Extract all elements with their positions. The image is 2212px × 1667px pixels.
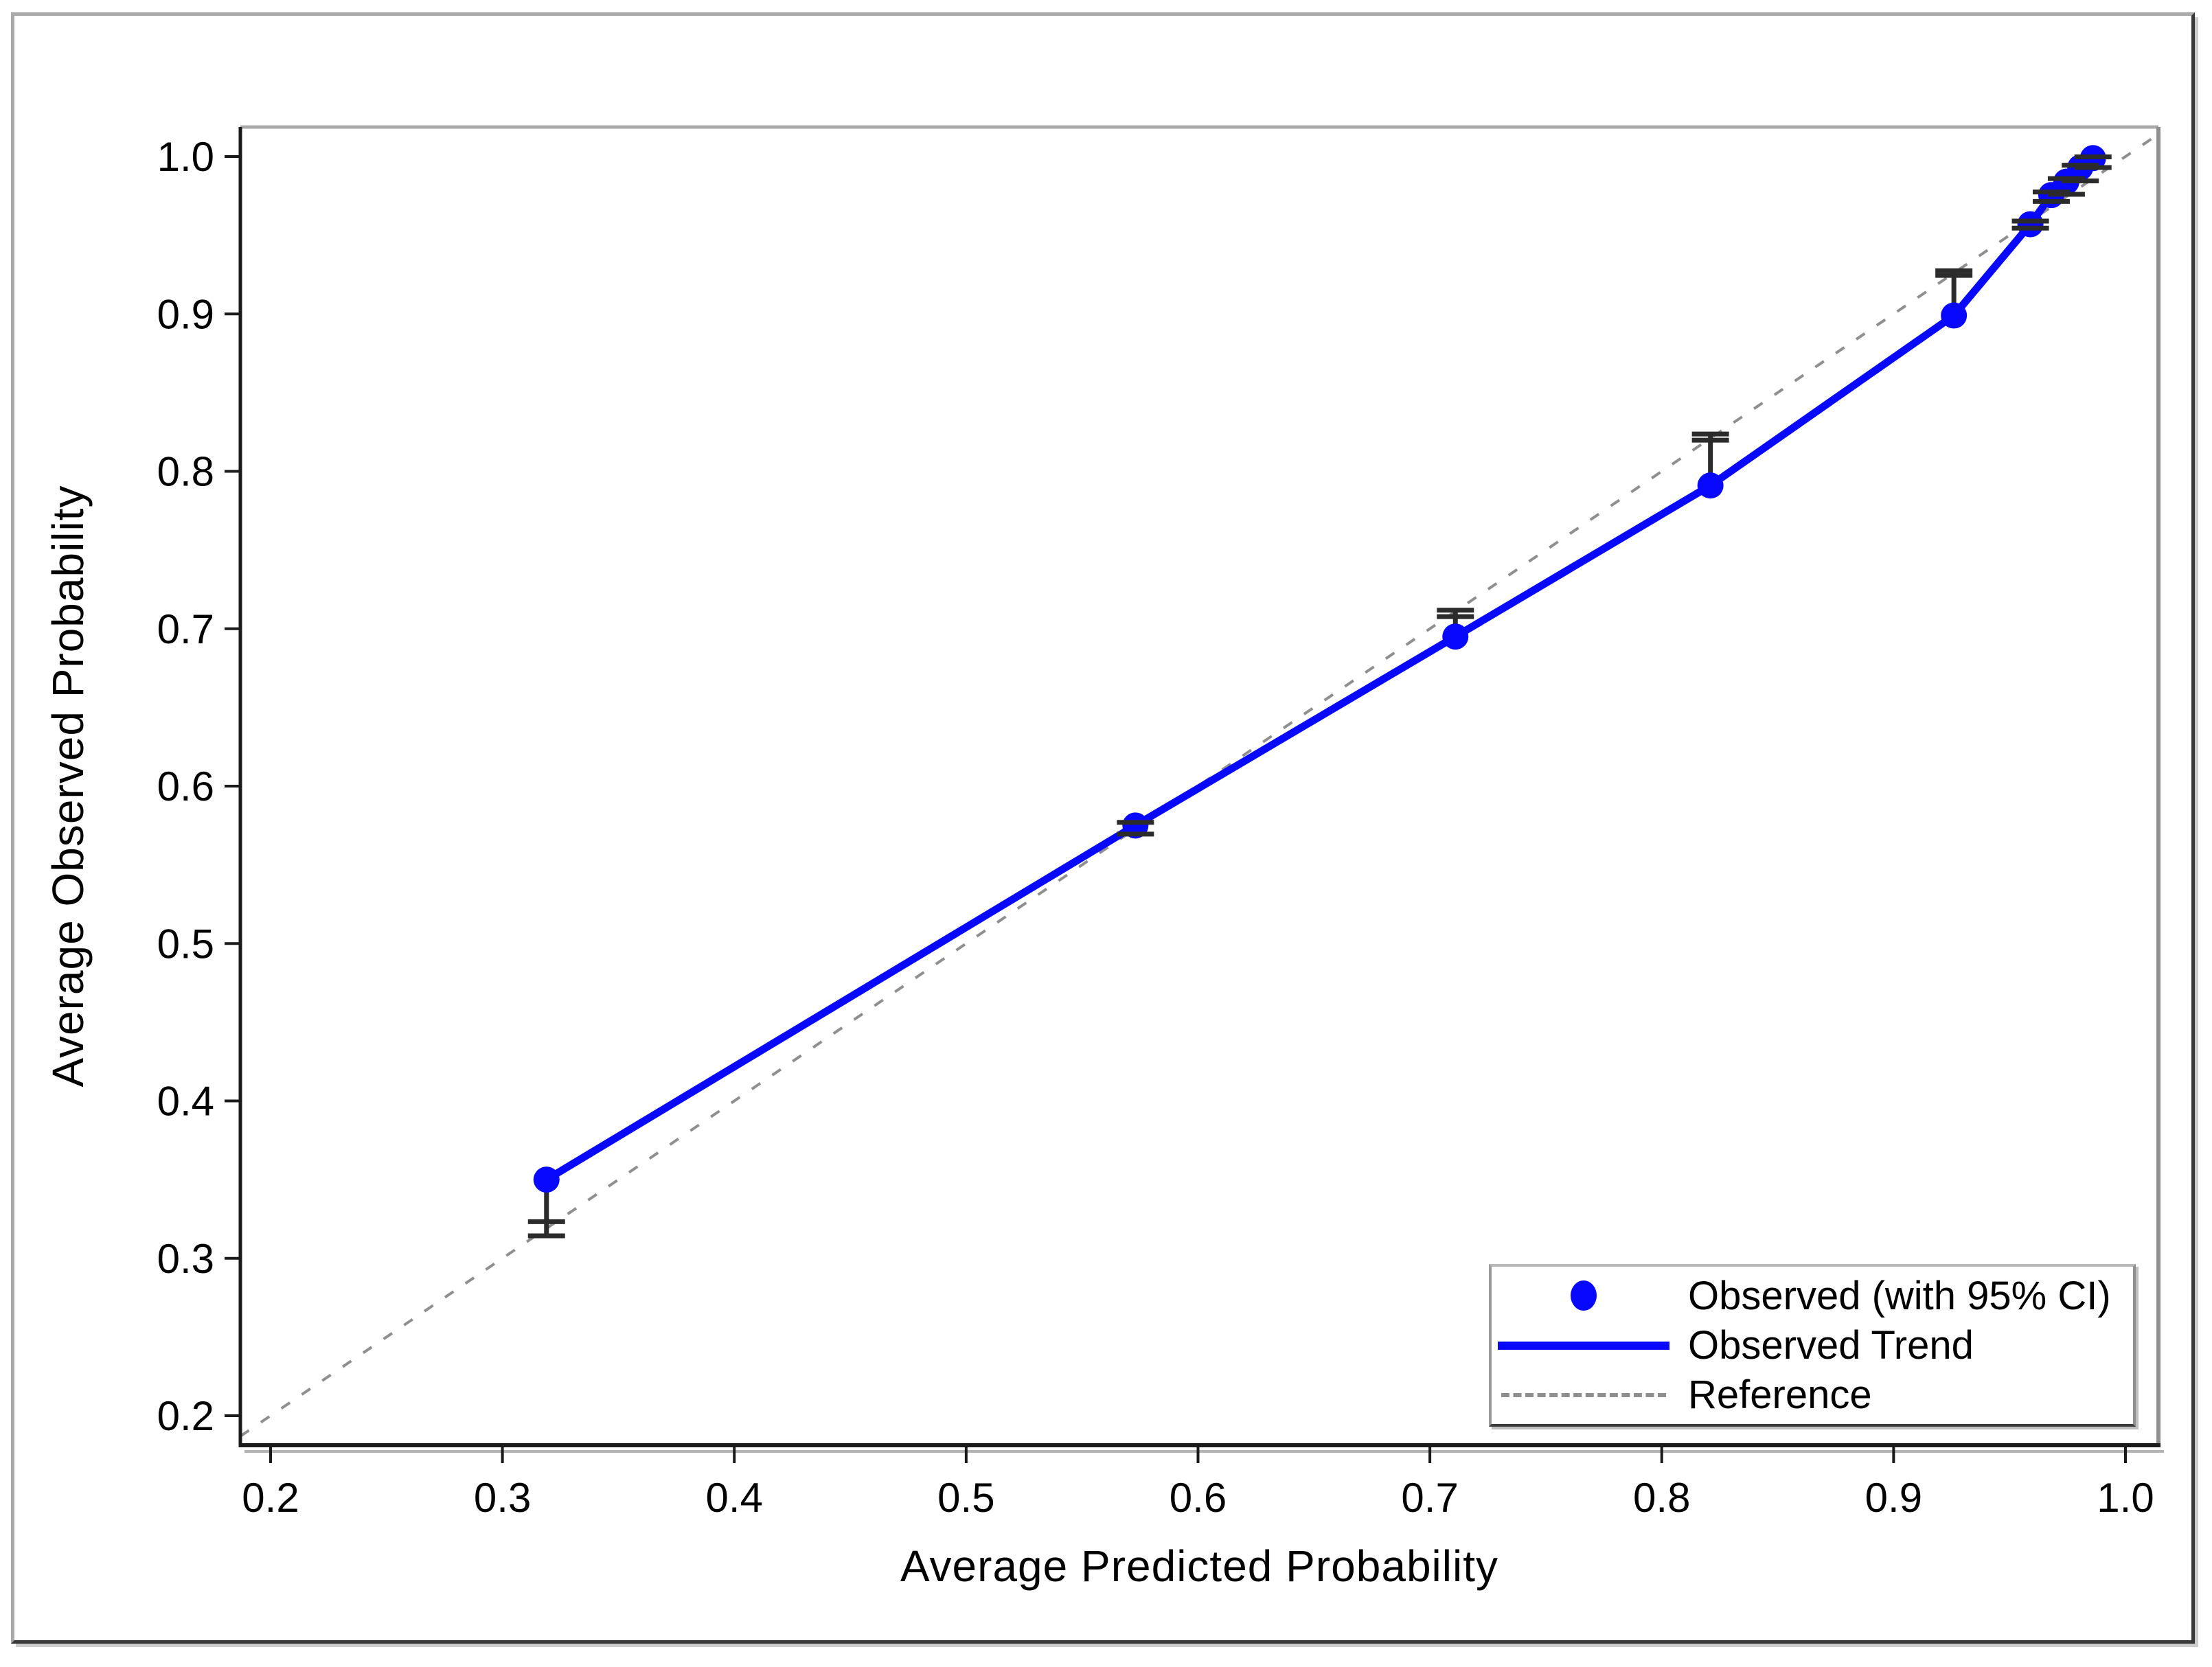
legend-label: Reference [1688,1372,1872,1418]
legend-marker-cell [1492,1341,1676,1350]
legend-item-trend: Observed Trend [1492,1321,2133,1370]
data-point [2017,211,2044,238]
legend-label: Observed Trend [1688,1323,1974,1368]
reference-line-icon [1501,1392,1666,1397]
legend: Observed (with 95% CI) Observed Trend Re… [1489,1264,2136,1427]
x-tick-label: 0.4 [706,1475,763,1521]
trend-line-icon [1498,1341,1669,1350]
y-tick-label: 0.8 [157,449,214,495]
x-tick-label: 0.5 [937,1475,994,1521]
data-point [1697,472,1724,499]
y-tick-label: 0.9 [157,291,214,337]
data-point [1941,302,1968,329]
data-point [533,1166,560,1193]
y-tick-label: 0.3 [157,1236,214,1282]
y-tick-label: 0.6 [157,763,214,809]
x-tick-label: 0.8 [1633,1475,1690,1521]
data-point [1442,623,1469,650]
x-tick-label: 0.2 [242,1475,299,1521]
y-axis-title: Average Observed Probability [43,485,93,1088]
x-tick-label: 0.3 [474,1475,531,1521]
legend-item-reference: Reference [1492,1370,2133,1420]
y-tick-label: 0.7 [157,606,214,652]
observed-trend-line [543,154,2097,1184]
y-tick-label: 0.5 [157,921,214,967]
y-tick-label: 0.4 [157,1079,214,1125]
x-tick-label: 0.6 [1170,1475,1227,1521]
legend-marker-cell [1492,1280,1676,1311]
x-tick-label: 0.9 [1865,1475,1922,1521]
y-tick-label: 1.0 [157,134,214,180]
x-tick-label: 1.0 [2097,1475,2154,1521]
x-axis-title: Average Predicted Probability [900,1541,1498,1591]
observed-dot-icon [1571,1280,1597,1311]
legend-label: Observed (with 95% CI) [1688,1273,2111,1318]
y-tick-label: 0.2 [157,1393,214,1439]
legend-marker-cell [1492,1392,1676,1397]
x-tick-label: 0.7 [1401,1475,1458,1521]
legend-item-observed: Observed (with 95% CI) [1492,1271,2133,1320]
